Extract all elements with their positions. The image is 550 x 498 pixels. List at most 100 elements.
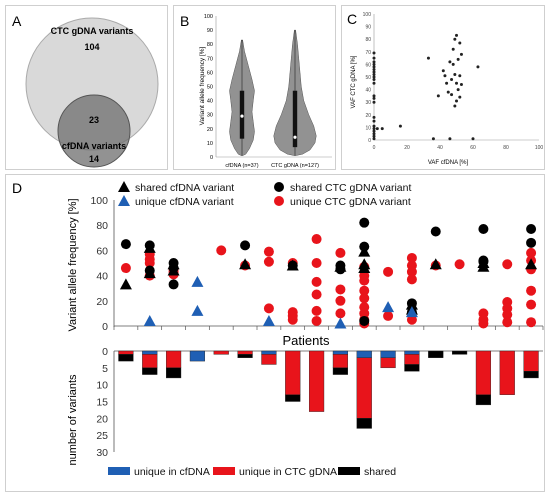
- vaf-circle-point: [311, 234, 322, 245]
- vaf-triangle-point: [143, 267, 156, 279]
- scatter-point: [372, 119, 376, 123]
- scatter-point: [443, 74, 447, 78]
- vaf-circle-point: [335, 247, 346, 258]
- scatter-point: [380, 127, 384, 131]
- vaf-circle-point: [383, 310, 394, 321]
- scatter-point: [372, 70, 376, 74]
- vaf-circle-point: [478, 223, 489, 234]
- y-tick-label: 20: [365, 113, 371, 119]
- violin-iqr-box: [292, 90, 298, 148]
- venn-overlap-count: 23: [89, 115, 99, 125]
- y-tick-label: 60: [207, 70, 213, 76]
- vaf-triangle-point: [143, 314, 156, 326]
- vaf-triangle-point: [191, 275, 204, 287]
- legend-top: shared cfDNA variant shared CTC gDNA vari…: [118, 181, 411, 208]
- vaf-triangle-point: [167, 264, 180, 276]
- stacked-bar-segment: [380, 357, 396, 369]
- scatter-point: [476, 65, 480, 69]
- y-tick-label: 100: [90, 195, 108, 207]
- vaf-triangle-point: [525, 258, 538, 270]
- x-axis-label: Patients: [283, 333, 330, 348]
- stacked-bar-segment: [285, 350, 301, 395]
- vaf-circle-point: [526, 223, 537, 234]
- vaf-circle-point: [216, 245, 227, 256]
- legend-label: shared cfDNA variant: [135, 182, 234, 194]
- scatter-point: [372, 96, 376, 100]
- vaf-triangle-point: [167, 258, 180, 270]
- vaf-circle-point: [120, 263, 131, 274]
- scatter-point: [450, 78, 454, 82]
- vaf-circle-point: [454, 259, 465, 270]
- scatter-point: [455, 81, 458, 85]
- legend-triangle: [118, 181, 130, 192]
- scatter-point: [372, 65, 376, 69]
- stacked-bar-segment: [189, 350, 206, 362]
- scatter-point: [458, 41, 462, 45]
- vaf-circle-point: [335, 308, 346, 319]
- vaf-circle-point: [359, 217, 370, 228]
- y-tick-label: 80: [365, 37, 371, 43]
- scatter-point: [426, 56, 430, 60]
- scatter-point: [372, 72, 376, 76]
- scatter-point: [372, 51, 376, 55]
- x-tick-label: 20: [404, 145, 410, 151]
- vaf-circle-point: [168, 279, 179, 290]
- scatter-point: [372, 127, 376, 131]
- legend-circle: [274, 182, 284, 192]
- y-tick-label: 40: [207, 99, 213, 105]
- vaf-circle-point: [335, 295, 346, 306]
- scatter-point: [451, 47, 455, 51]
- scatter-point: [453, 72, 457, 76]
- x-tick-label: 100: [535, 145, 544, 151]
- y-tick-label: 50: [365, 75, 371, 81]
- scatter-point: [372, 129, 376, 133]
- scatter-point: [372, 56, 376, 60]
- y-tick-label: 0: [102, 321, 108, 333]
- scatter-point: [458, 74, 462, 78]
- y-tick-label: 90: [365, 25, 371, 31]
- scatter-point: [445, 81, 449, 85]
- scatter-point: [459, 52, 463, 56]
- scatter-point: [372, 75, 376, 79]
- vaf-circle-point: [311, 315, 322, 326]
- legend-label: shared: [364, 466, 396, 478]
- vaf-triangle-point: [191, 304, 204, 316]
- venn-diagram: A CTC gDNA variants 104 23 cfDNA variant…: [12, 13, 159, 168]
- vaf-circle-point: [311, 305, 322, 316]
- vaf-triangle-point: [334, 317, 347, 329]
- y-tick-label: 60: [365, 62, 371, 68]
- vaf-triangle-point: [239, 258, 252, 270]
- stacked-bar-segment: [213, 350, 229, 355]
- vaf-circle-point: [263, 303, 274, 314]
- legend-triangle: [118, 195, 130, 206]
- vaf-circle-point: [144, 258, 155, 268]
- y-tick-label: 20: [96, 296, 108, 308]
- y-tick-label: 25: [96, 430, 108, 442]
- vaf-circle-point: [406, 252, 417, 263]
- stacked-bar-segment: [237, 350, 253, 355]
- panel-letter: D: [12, 180, 22, 196]
- x-axis-label: VAF cfDNA [%]: [428, 160, 469, 166]
- vaf-circle-point: [406, 314, 417, 325]
- scatter-point: [455, 99, 458, 103]
- y-tick-label: 30: [96, 447, 108, 459]
- scatter-point: [453, 104, 457, 108]
- stacked-bar-segment: [261, 354, 277, 365]
- y-tick-label: 10: [207, 141, 213, 147]
- vaf-circle-point: [359, 275, 370, 286]
- y-tick-label: 90: [207, 28, 213, 34]
- scatter-point: [372, 134, 376, 138]
- vaf-circle-point: [359, 285, 370, 296]
- legend-swatch: [213, 467, 235, 475]
- stacked-bar-segment: [285, 394, 301, 402]
- vaf-triangle-point: [262, 314, 275, 326]
- y-tick-label: 30: [207, 113, 213, 119]
- legend-bottom: unique in cfDNA unique in CTC gDNA shared: [108, 466, 396, 478]
- stacked-bar-segment: [165, 367, 182, 379]
- stacked-bar-segment: [499, 350, 515, 395]
- scatter-point: [398, 124, 402, 128]
- panel-c: C VAF CTC gDNA [%] VAF cfDNA [%] 0 10 20 30…: [341, 5, 545, 170]
- scatter-point: [446, 90, 450, 94]
- scatter-point: [455, 33, 458, 37]
- y-tick-label: 20: [207, 127, 213, 133]
